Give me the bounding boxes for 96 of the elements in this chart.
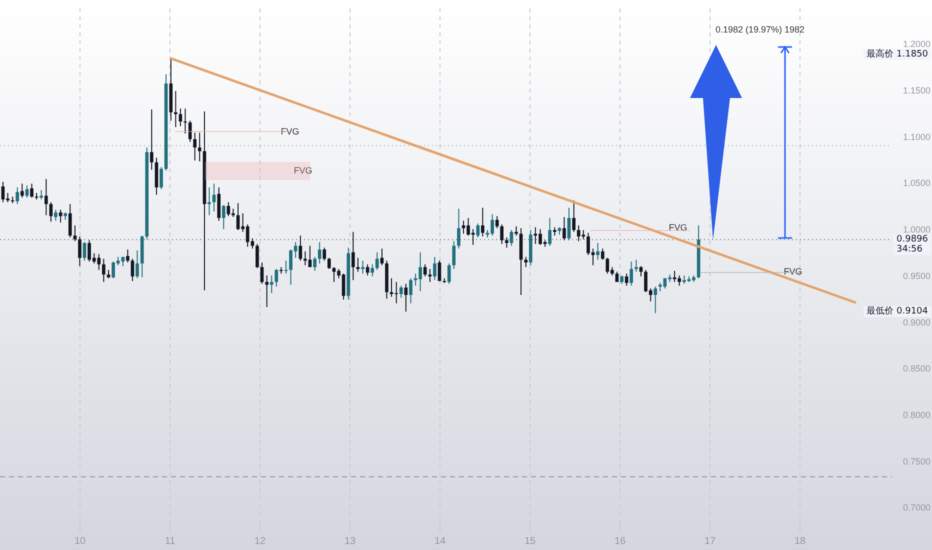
y-tick-label: 0.9000	[903, 317, 931, 328]
candlestick	[298, 235, 302, 262]
x-tick-label: 15	[524, 536, 536, 547]
y-tick-label: 0.7000	[903, 502, 931, 513]
candlestick	[78, 236, 82, 267]
candlestick	[457, 208, 460, 250]
candlestick	[130, 258, 134, 282]
candlestick	[447, 262, 451, 284]
candlestick	[126, 249, 130, 263]
candlestick	[274, 268, 278, 288]
annotation: FVG	[294, 165, 312, 176]
candlestick	[222, 204, 226, 230]
candlestick	[624, 273, 628, 286]
y-tick-label: 0.9500	[903, 270, 931, 281]
candlestick	[265, 274, 269, 308]
candlestick	[615, 271, 619, 282]
candlestick	[313, 256, 316, 272]
candlestick	[361, 260, 364, 274]
y-tick-label: 1.2000	[903, 39, 931, 50]
candlestick	[322, 247, 326, 262]
candlestick	[634, 259, 638, 272]
candlestick	[438, 260, 442, 282]
candlestick	[548, 217, 552, 246]
x-tick-label: 13	[344, 536, 356, 547]
candlestick	[452, 240, 456, 270]
candlestick	[270, 274, 274, 294]
candlestick	[428, 268, 432, 282]
candlestick	[40, 190, 43, 200]
y-tick-label: 1.1000	[903, 132, 931, 142]
annotation: 最高价 1.1850	[866, 48, 928, 60]
candlestick	[562, 216, 566, 241]
candlestick	[476, 223, 480, 238]
candlestick	[356, 257, 360, 272]
candlestick	[596, 242, 600, 260]
candlestick	[399, 285, 403, 298]
candlestick	[409, 278, 412, 304]
candlestick	[198, 132, 202, 162]
candlestick	[505, 236, 508, 248]
candlestick	[327, 257, 331, 270]
y-tick-label: 1.1500	[903, 85, 931, 96]
candlestick	[208, 186, 211, 216]
candlestick	[639, 266, 643, 277]
candlestick	[351, 231, 355, 281]
candlestick	[524, 256, 528, 268]
candlestick	[136, 250, 139, 279]
candlestick	[260, 262, 264, 284]
candlestick	[30, 183, 34, 198]
y-tick-label: 0.8000	[903, 410, 931, 420]
candlestick	[73, 224, 77, 242]
candlestick	[495, 216, 499, 229]
y-tick-label: 0.8500	[903, 364, 931, 374]
candlestick	[370, 264, 374, 277]
candlestick	[481, 207, 484, 238]
candlestick	[630, 261, 634, 286]
candlestick	[375, 252, 379, 270]
text: 0.9896 34:56	[896, 234, 928, 254]
annotation: 0.1982 (19.97%) 1982	[715, 24, 805, 34]
candlestick	[404, 283, 408, 312]
candlestick	[102, 258, 106, 282]
y-tick-label: 1.0500	[903, 178, 931, 188]
candlestick	[433, 256, 436, 281]
candlestick	[178, 108, 182, 127]
candlestick	[16, 186, 20, 205]
annotation: FVG	[784, 266, 802, 276]
candlestick	[284, 260, 288, 274]
x-tick-label: 16	[614, 536, 626, 547]
x-tick-label: 12	[254, 536, 266, 547]
candlestick	[44, 178, 48, 216]
candlestick	[184, 108, 187, 134]
candlestick	[600, 248, 604, 260]
annotation: FVG	[668, 222, 688, 232]
candlestick	[20, 183, 24, 198]
candlestick	[150, 108, 154, 170]
candlestick	[572, 200, 576, 232]
candlestick	[160, 166, 163, 190]
y-tick-label: 1.0000	[903, 224, 931, 235]
annotation: 最低价 0.9104	[866, 305, 928, 316]
candlestick	[423, 264, 427, 277]
x-tick-label: 18	[794, 536, 806, 547]
candlestick	[500, 224, 504, 244]
candlestick	[188, 120, 192, 142]
candlestick	[256, 243, 259, 269]
x-tick-label: 10	[74, 536, 86, 547]
x-tick-label: 11	[164, 536, 176, 547]
candlestick	[68, 204, 72, 238]
candlestick	[82, 242, 86, 262]
candlestick	[567, 207, 571, 241]
x-tick-label: 14	[434, 536, 446, 547]
annotation: FVG	[280, 126, 300, 136]
candlestick	[54, 209, 58, 222]
candlestick	[193, 132, 197, 161]
candlestick	[318, 242, 322, 264]
candlestick	[25, 185, 29, 198]
candlestick	[654, 286, 658, 314]
x-tick-label: 17	[704, 536, 716, 547]
y-tick-label: 0.7500	[903, 456, 931, 466]
